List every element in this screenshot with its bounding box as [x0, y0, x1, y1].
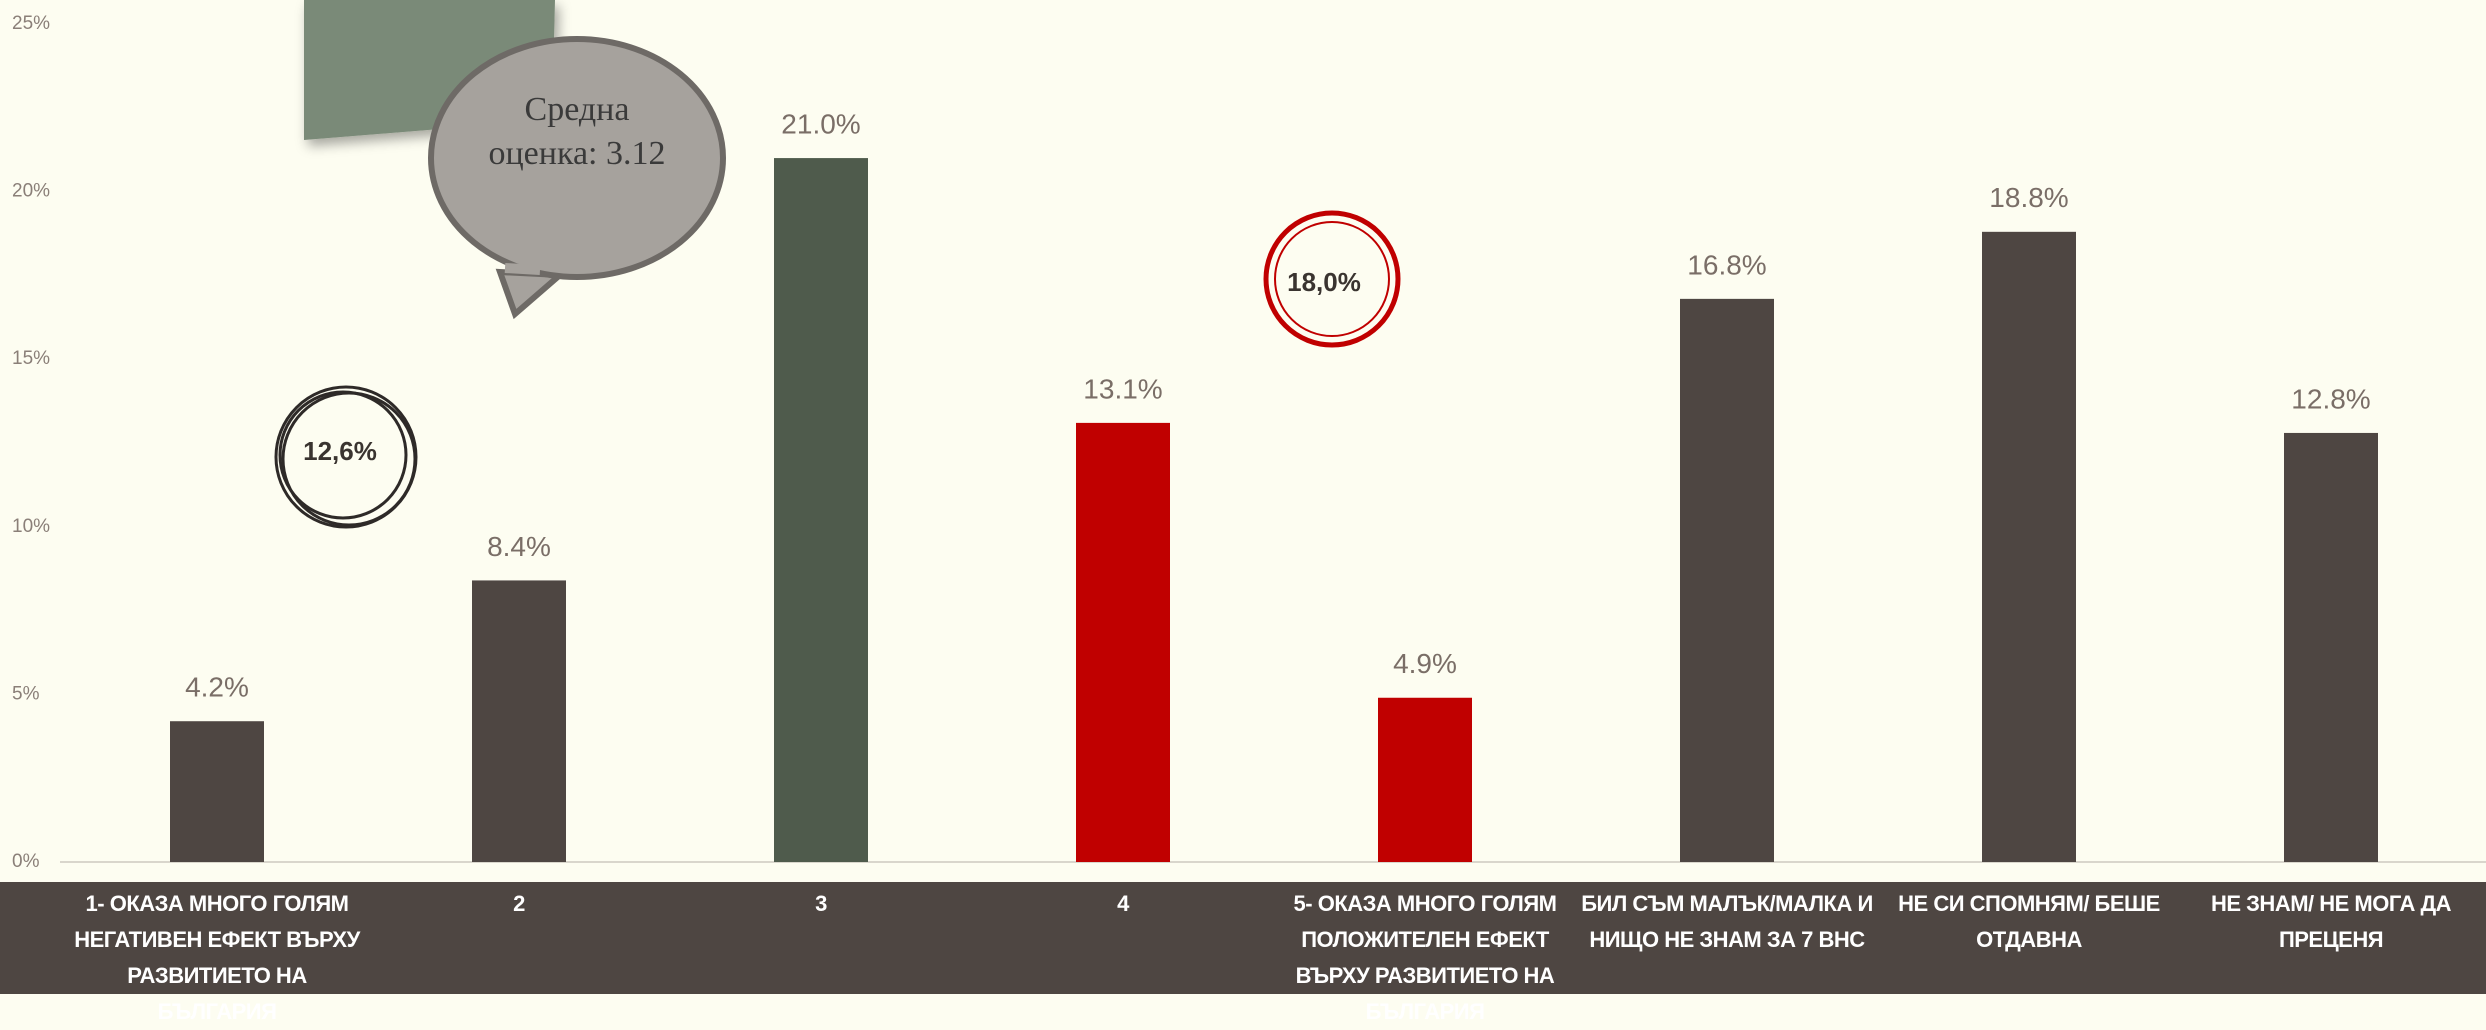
chart: 0% 5% 10% 15% 20% 25% 4.2% 8.4% 21.0% 13.1% 4.9% 16… [0, 0, 2486, 994]
x-tick-label: БИЛ СЪМ МАЛЪК/МАЛКА И НИЩО НЕ ЗНАМ ЗА 7 … [1579, 886, 1875, 958]
bar [2284, 433, 2378, 862]
bar [170, 721, 264, 862]
annotation: 12,6% [303, 436, 377, 466]
value-label: 4.9% [1393, 648, 1457, 679]
bar [1076, 423, 1170, 862]
bar [1378, 698, 1472, 862]
x-tick-label: НЕ СИ СПОМНЯМ/ БЕШЕ ОТДАВНА [1881, 886, 2177, 958]
annotation: 18,0% [1287, 267, 1361, 297]
average-bubble [431, 39, 723, 314]
value-label: 8.4% [487, 531, 551, 562]
bar [1680, 299, 1774, 862]
x-tick-label: 3 [673, 886, 969, 922]
x-tick-label: 2 [371, 886, 667, 922]
value-label: 16.8% [1687, 249, 1766, 280]
y-tick-label: 15% [12, 348, 50, 369]
x-tick-label: 1- ОКАЗА МНОГО ГОЛЯМ НЕГАТИВЕН ЕФЕКТ ВЪР… [69, 886, 365, 1030]
y-tick-label: 10% [12, 516, 50, 537]
value-label: 21.0% [781, 108, 860, 139]
y-tick-label: 0% [12, 851, 40, 872]
x-tick-label: НЕ ЗНАМ/ НЕ МОГА ДА ПРЕЦЕНЯ [2183, 886, 2479, 958]
value-label: 4.2% [185, 672, 249, 703]
bar [774, 158, 868, 862]
value-label: 18.8% [1989, 182, 2068, 213]
y-tick-label: 25% [12, 13, 50, 34]
bar [1982, 232, 2076, 862]
y-tick-label: 5% [12, 683, 40, 704]
y-tick-label: 20% [12, 181, 50, 202]
x-tick-label: 4 [975, 886, 1271, 922]
value-label: 12.8% [2291, 383, 2370, 414]
bar [472, 580, 566, 862]
page: 0% 5% 10% 15% 20% 25% 4.2% 8.4% 21.0% 13.1% 4.9% 16… [0, 0, 2486, 994]
value-label: 13.1% [1083, 373, 1162, 404]
annotation: Средна оценка: 3.12 [487, 88, 667, 176]
x-tick-label: 5- ОКАЗА МНОГО ГОЛЯМ ПОЛОЖИТЕЛЕН ЕФЕКТ В… [1277, 886, 1573, 1030]
